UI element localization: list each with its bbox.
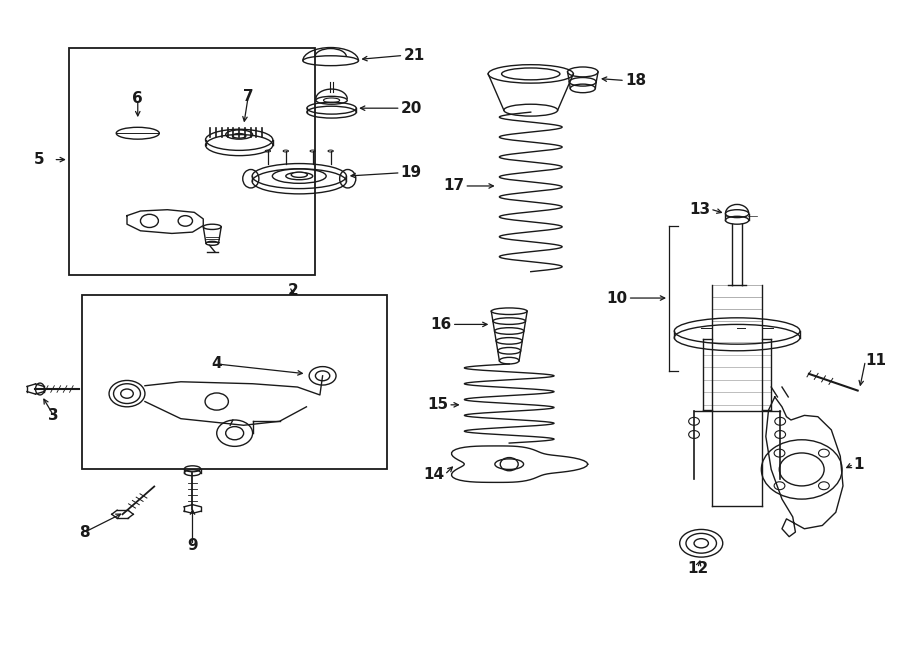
Text: 7: 7 [243, 89, 254, 105]
Text: 14: 14 [424, 467, 445, 482]
Text: 12: 12 [687, 561, 708, 576]
Bar [82, 295, 387, 469]
Text: 6: 6 [132, 91, 143, 107]
Text: 9: 9 [187, 538, 198, 553]
Text: 21: 21 [403, 48, 425, 63]
Text: 3: 3 [48, 408, 58, 423]
Text: 1: 1 [854, 457, 864, 471]
Bar [68, 48, 315, 275]
Text: 10: 10 [607, 291, 627, 306]
Text: 2: 2 [288, 283, 299, 298]
Text: 18: 18 [625, 73, 646, 88]
Text: 15: 15 [428, 397, 448, 412]
Text: 20: 20 [400, 101, 422, 116]
Text: 19: 19 [400, 166, 422, 180]
Text: 13: 13 [689, 201, 710, 216]
Ellipse shape [292, 172, 307, 177]
Text: 11: 11 [866, 353, 886, 368]
Text: 5: 5 [34, 152, 44, 167]
Text: 8: 8 [79, 524, 90, 540]
Text: 17: 17 [443, 179, 464, 193]
Text: 16: 16 [430, 317, 452, 332]
Text: 4: 4 [212, 356, 222, 371]
